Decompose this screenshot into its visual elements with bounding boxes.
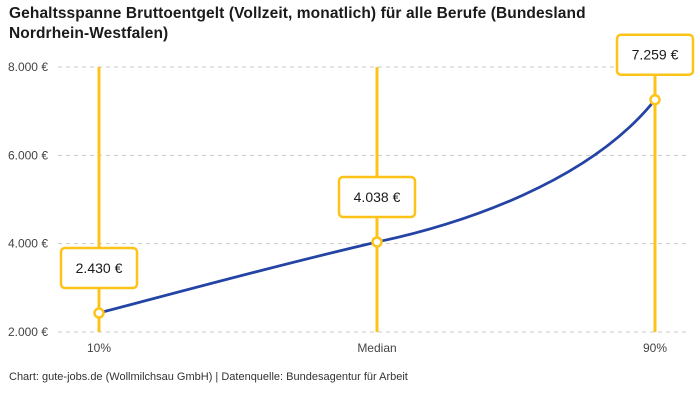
y-tick-label: 4.000 € — [8, 237, 48, 251]
y-tick-label: 2.000 € — [8, 325, 48, 339]
value-label-box — [615, 33, 695, 76]
y-tick-label: 8.000 € — [8, 60, 48, 74]
data-point — [649, 93, 661, 106]
chart-title: Gehaltsspanne Bruttoentgelt (Vollzeit, m… — [9, 5, 586, 43]
value-label: 4.038 € — [354, 189, 401, 205]
value-label-box — [337, 175, 417, 219]
y-tick-label: 6.000 € — [8, 148, 48, 162]
chart-footer: Chart: gute-jobs.de (Wollmilchsau GmbH) … — [9, 371, 408, 383]
data-point — [371, 236, 383, 248]
value-label: 7.259 € — [632, 47, 679, 63]
data-point — [93, 307, 105, 319]
x-axis-label: Median — [357, 341, 396, 355]
x-axis-label: 90% — [643, 341, 667, 355]
value-label-box — [59, 246, 139, 290]
x-axis-label: 10% — [87, 341, 111, 355]
value-label: 2.430 € — [76, 260, 123, 276]
